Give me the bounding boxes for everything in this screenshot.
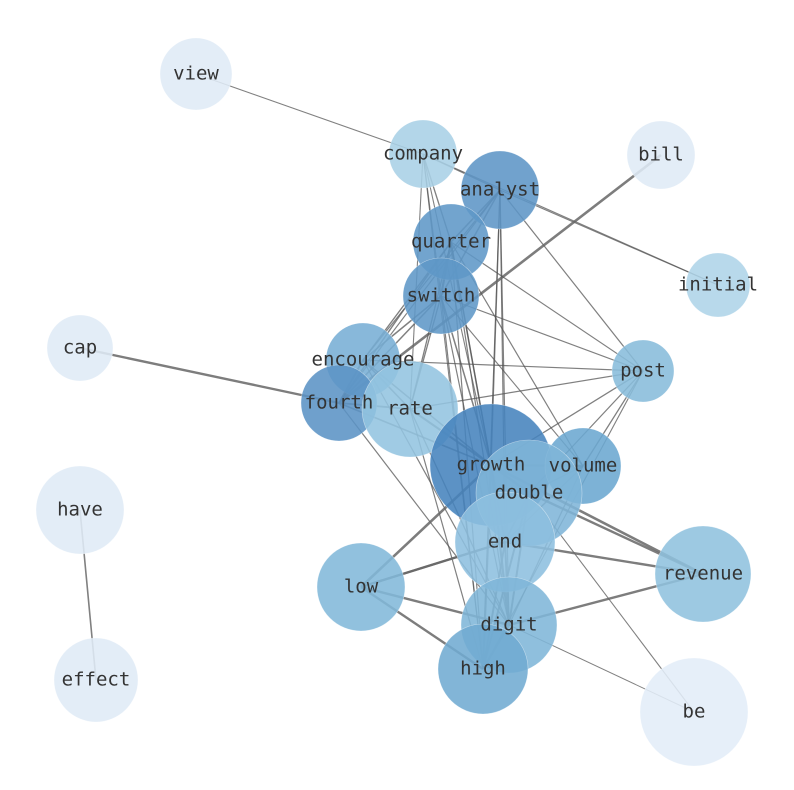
graph-node-label-post: post [620, 360, 666, 382]
graph-edge [450, 241, 644, 372]
graph-node-view[interactable] [159, 37, 233, 111]
graph-node-label-revenue: revenue [663, 563, 743, 585]
graph-node-switch[interactable] [402, 257, 480, 335]
graph-node-label-growth: growth [457, 454, 526, 476]
graph-node-label-rate: rate [387, 398, 433, 420]
graph-node-be[interactable] [639, 657, 749, 767]
graph-node-label-digit: digit [480, 614, 537, 636]
graph-node-label-low: low [344, 576, 379, 598]
graph-node-analyst[interactable] [460, 150, 540, 230]
graph-node-post[interactable] [611, 339, 675, 403]
graph-node-effect[interactable] [53, 637, 139, 723]
graph-node-company[interactable] [388, 119, 458, 189]
graph-node-low[interactable] [316, 542, 406, 632]
graph-node-label-fourth: fourth [305, 392, 374, 414]
graph-node-label-view: view [173, 63, 219, 85]
graph-edge [79, 346, 340, 405]
graph-node-rate[interactable] [361, 360, 459, 458]
graph-node-label-effect: effect [62, 669, 131, 691]
graph-node-label-switch: switch [407, 285, 476, 307]
graph-node-bill[interactable] [626, 120, 696, 190]
graph-node-label-have: have [57, 499, 103, 521]
graph-node-label-end: end [488, 531, 522, 553]
graph-node-label-volume: volume [549, 455, 618, 477]
graph-node-label-quarter: quarter [411, 231, 491, 253]
labels-layer: view company analyst bill quarter switch initi… [57, 63, 758, 723]
graph-edge [499, 189, 719, 286]
graph-edge [195, 73, 424, 155]
graph-node-have[interactable] [35, 465, 125, 555]
graph-node-label-be: be [683, 701, 706, 723]
graph-node-label-bill: bill [638, 144, 684, 166]
graph-node-label-analyst: analyst [460, 179, 540, 201]
nodes-layer [35, 37, 752, 767]
graph-node-label-initial: initial [678, 274, 758, 296]
graph-node-revenue[interactable] [654, 525, 752, 623]
graph-node-label-encourage: encourage [312, 349, 415, 371]
graph-node-label-double: double [495, 482, 564, 504]
graph-node-label-company: company [383, 143, 463, 165]
graph-node-initial[interactable] [685, 252, 751, 318]
graph-node-high[interactable] [437, 623, 529, 715]
graph-node-label-high: high [460, 658, 506, 680]
graph-node-cap[interactable] [46, 314, 114, 382]
graph-node-label-cap: cap [63, 337, 97, 359]
